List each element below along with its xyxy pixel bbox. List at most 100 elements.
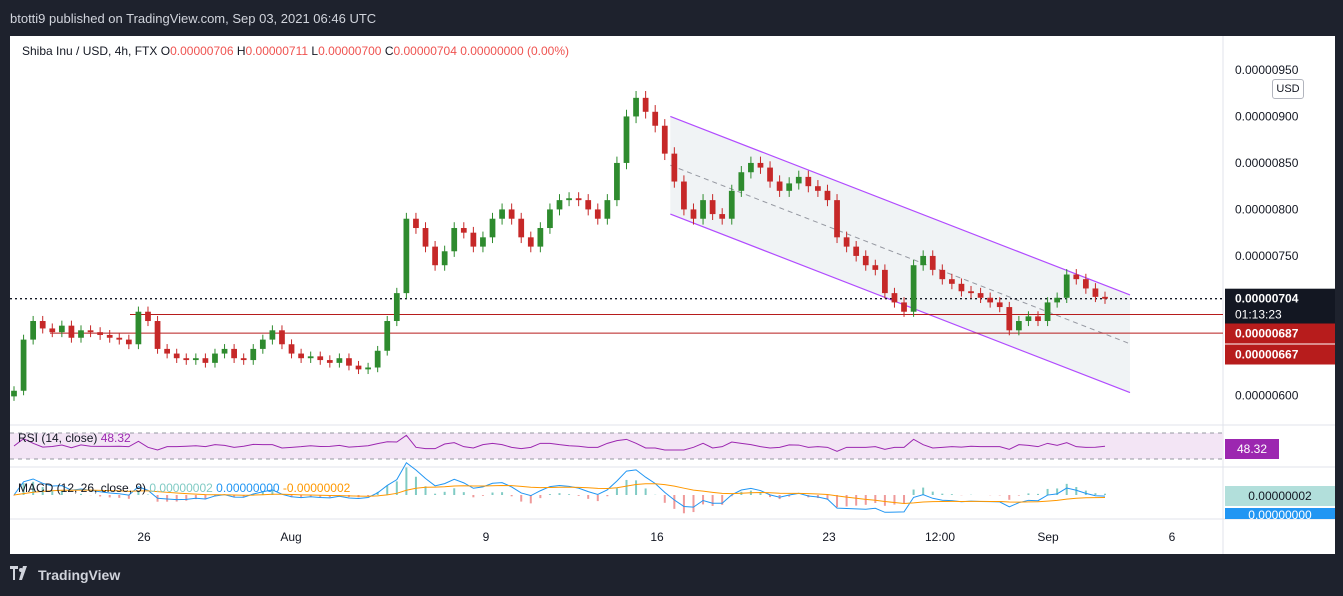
macd-histogram-bar	[711, 495, 714, 506]
candle-body	[661, 125, 668, 154]
macd-hist-axis-label: 0.00000002	[1248, 489, 1312, 503]
candle-body	[422, 228, 429, 247]
macd-histogram-bar	[127, 495, 130, 499]
low-label: L	[311, 44, 319, 58]
level-1-label: 0.00000687	[1235, 327, 1299, 341]
close-value: 0.00000704	[393, 44, 457, 58]
macd-histogram-bar	[1065, 483, 1068, 495]
candle-body	[20, 339, 27, 391]
macd-histogram-bar	[443, 491, 446, 495]
candle-body	[987, 297, 994, 303]
macd-histogram-bar	[32, 481, 35, 495]
macd-histogram-bar	[1104, 493, 1106, 495]
high-label: H	[236, 44, 246, 58]
candle-body	[901, 302, 907, 312]
candle-body	[996, 302, 1003, 308]
candle-body	[642, 97, 649, 112]
macd-histogram-bar	[462, 492, 465, 495]
candle-body	[757, 162, 764, 168]
candle-body	[346, 358, 352, 366]
change-value: 0.00000000 (0.00%)	[460, 44, 569, 58]
macd-histogram-bar	[491, 492, 494, 495]
last-price-box	[1225, 288, 1335, 327]
macd-signal-line	[13, 483, 1106, 504]
chart-frame[interactable]: 48.32 0.00000002 0.00000000 0.00000950 0.0…	[10, 36, 1335, 554]
candle-body	[700, 200, 706, 219]
rsi-title: RSI (14, close)	[18, 431, 98, 445]
candle-body	[403, 218, 410, 294]
level-1-box	[1225, 323, 1335, 344]
macd-histogram-bar	[845, 495, 848, 507]
channel-median-line	[670, 164, 1131, 345]
candle-body	[183, 358, 190, 361]
macd-histogram-bar	[395, 481, 398, 495]
candle-body	[30, 321, 37, 340]
currency-button[interactable]: USD	[1272, 79, 1304, 99]
open-value: 0.00000706	[170, 44, 234, 58]
time-tick-label: Aug	[280, 530, 301, 544]
candle-body	[192, 358, 199, 361]
macd-histogram-bar	[826, 495, 829, 500]
macd-histogram-bar	[13, 495, 15, 496]
macd-histogram-bar	[1075, 486, 1078, 495]
candle-body	[11, 390, 17, 397]
candle-body	[288, 344, 295, 354]
macd-histogram-bar	[185, 495, 188, 501]
candle-body	[355, 365, 362, 370]
candle-body	[719, 214, 726, 219]
macd-histogram-bar	[1008, 495, 1011, 500]
macd-histogram-bar	[405, 467, 408, 495]
macd-histogram-bar	[137, 490, 140, 495]
candle-body	[499, 209, 505, 219]
candle-body	[786, 183, 793, 191]
macd-histogram-bar	[1027, 493, 1030, 495]
publish-info: btotti9 published on TradingView.com, Se…	[10, 11, 377, 26]
candle-body	[910, 265, 917, 312]
candle-body	[135, 311, 142, 345]
candle-body	[432, 246, 438, 266]
time-tick-label: 26	[137, 530, 151, 544]
candle-body	[949, 279, 955, 284]
macd-line-box	[1225, 508, 1335, 519]
macd-histogram-bar	[931, 491, 934, 495]
candle-body	[834, 200, 840, 238]
time-tick-label: Sep	[1037, 530, 1059, 544]
macd-histogram-bar	[615, 488, 618, 495]
macd-histogram-bar	[941, 493, 944, 495]
macd-histogram-bar	[864, 495, 867, 505]
macd-line	[13, 462, 1106, 513]
candle-body	[145, 311, 151, 322]
candle-body	[527, 237, 534, 247]
candle-body	[920, 255, 927, 266]
channel-upper-line	[670, 115, 1131, 296]
candle-body	[843, 237, 850, 247]
macd-histogram-bar	[1046, 488, 1049, 495]
macd-histogram-bar	[788, 495, 791, 497]
macd-histogram-bar	[625, 479, 628, 495]
macd-histogram-bar	[721, 495, 724, 505]
macd-histogram-bar	[836, 495, 839, 508]
macd-histogram-bar	[1094, 493, 1097, 495]
candle-body	[748, 162, 754, 173]
candle-body	[518, 218, 525, 238]
macd-histogram-bar	[51, 490, 54, 495]
candle-body	[269, 330, 276, 340]
candle-body	[307, 356, 314, 359]
price-tick-label: 0.00000950	[1235, 63, 1299, 77]
macd-histogram-bar	[692, 495, 695, 513]
candle-body	[815, 186, 821, 191]
candle-body	[106, 334, 113, 338]
macd-histogram-bar	[644, 488, 647, 495]
candle-body	[1025, 316, 1032, 322]
candle-body	[508, 209, 515, 219]
macd-histogram-bar	[242, 495, 245, 498]
candle-body	[460, 228, 467, 233]
candle-body	[49, 328, 56, 333]
macd-histogram-bar	[587, 495, 590, 499]
candle-body	[78, 330, 84, 338]
candle-body	[1006, 307, 1013, 331]
price-tick-label: 0.00000600	[1235, 388, 1299, 402]
candle-body	[853, 246, 860, 256]
candle-body	[547, 209, 553, 229]
